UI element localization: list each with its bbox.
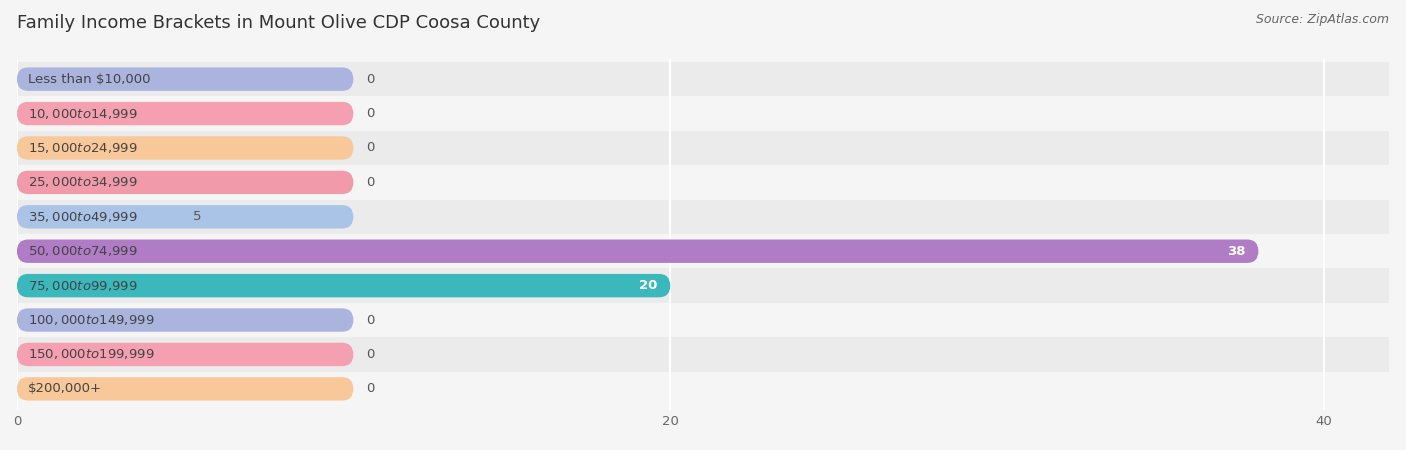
FancyBboxPatch shape — [17, 102, 353, 125]
Bar — [17, 268, 1389, 303]
Text: $200,000+: $200,000+ — [28, 382, 103, 396]
Text: $10,000 to $14,999: $10,000 to $14,999 — [28, 107, 138, 121]
Text: 38: 38 — [1227, 245, 1246, 258]
FancyBboxPatch shape — [17, 308, 353, 332]
Bar — [17, 131, 1389, 165]
Bar — [17, 200, 1389, 234]
FancyBboxPatch shape — [17, 377, 353, 400]
FancyBboxPatch shape — [17, 239, 1258, 263]
Text: 0: 0 — [367, 348, 375, 361]
Text: $75,000 to $99,999: $75,000 to $99,999 — [28, 279, 138, 292]
FancyBboxPatch shape — [17, 136, 353, 160]
FancyBboxPatch shape — [17, 68, 353, 91]
Text: 0: 0 — [367, 141, 375, 154]
Bar — [17, 96, 1389, 131]
Text: 0: 0 — [367, 72, 375, 86]
Bar — [17, 337, 1389, 372]
Text: 0: 0 — [367, 176, 375, 189]
Bar — [17, 372, 1389, 406]
Text: $25,000 to $34,999: $25,000 to $34,999 — [28, 176, 138, 189]
Text: Family Income Brackets in Mount Olive CDP Coosa County: Family Income Brackets in Mount Olive CD… — [17, 14, 540, 32]
Bar — [17, 62, 1389, 96]
Bar — [17, 303, 1389, 337]
FancyBboxPatch shape — [17, 205, 353, 229]
Bar — [17, 234, 1389, 268]
Text: $35,000 to $49,999: $35,000 to $49,999 — [28, 210, 138, 224]
Text: $100,000 to $149,999: $100,000 to $149,999 — [28, 313, 155, 327]
Text: Less than $10,000: Less than $10,000 — [28, 72, 150, 86]
FancyBboxPatch shape — [17, 343, 353, 366]
Bar — [17, 165, 1389, 200]
Text: 0: 0 — [367, 314, 375, 327]
FancyBboxPatch shape — [17, 274, 671, 297]
Text: 0: 0 — [367, 107, 375, 120]
Text: Source: ZipAtlas.com: Source: ZipAtlas.com — [1256, 14, 1389, 27]
Text: $150,000 to $199,999: $150,000 to $199,999 — [28, 347, 155, 361]
Text: $50,000 to $74,999: $50,000 to $74,999 — [28, 244, 138, 258]
Text: 20: 20 — [638, 279, 657, 292]
Text: $15,000 to $24,999: $15,000 to $24,999 — [28, 141, 138, 155]
Text: 5: 5 — [193, 210, 202, 223]
FancyBboxPatch shape — [17, 171, 353, 194]
Text: 0: 0 — [367, 382, 375, 396]
